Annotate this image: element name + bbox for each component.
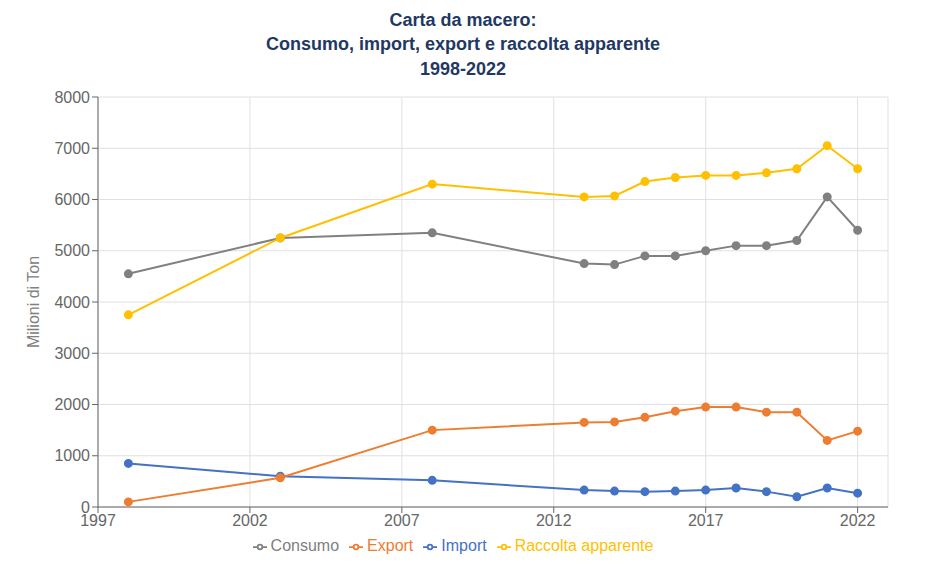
svg-text:2002: 2002 — [232, 512, 268, 529]
html-text:Carta da macero:: Carta da macero: — [389, 10, 537, 30]
html-text:Export: Export — [367, 536, 414, 554]
svg-text:0: 0 — [81, 499, 90, 516]
svg-text:Milioni di Ton: Milioni di Ton — [25, 256, 42, 348]
svg-text:5000: 5000 — [54, 242, 90, 259]
svg-text:1000: 1000 — [54, 447, 90, 464]
svg-text:1997: 1997 — [80, 512, 116, 530]
svg-text:8000: 8000 — [54, 89, 90, 106]
svg-text:2022: 2022 — [840, 512, 876, 529]
html-text:Consumo: Consumo — [270, 536, 340, 554]
svg-text:3000: 3000 — [54, 345, 90, 362]
svg-text:2000: 2000 — [54, 396, 90, 413]
svg-text:6000: 6000 — [54, 191, 90, 208]
svg-text:2007: 2007 — [384, 512, 420, 529]
svg-text:2012: 2012 — [536, 512, 572, 529]
html-text:1998-2022: 1998-2022 — [420, 58, 506, 79]
html-text:Consumo, import, export e racc: Consumo, import, export e raccolta appar… — [266, 34, 660, 55]
html-text:Raccolta apparente: Raccolta apparente — [514, 536, 654, 554]
html-text:Import: Import — [441, 536, 487, 554]
svg-text:2017: 2017 — [688, 512, 724, 529]
svg-text:7000: 7000 — [54, 140, 90, 157]
svg-text:4000: 4000 — [54, 294, 90, 311]
